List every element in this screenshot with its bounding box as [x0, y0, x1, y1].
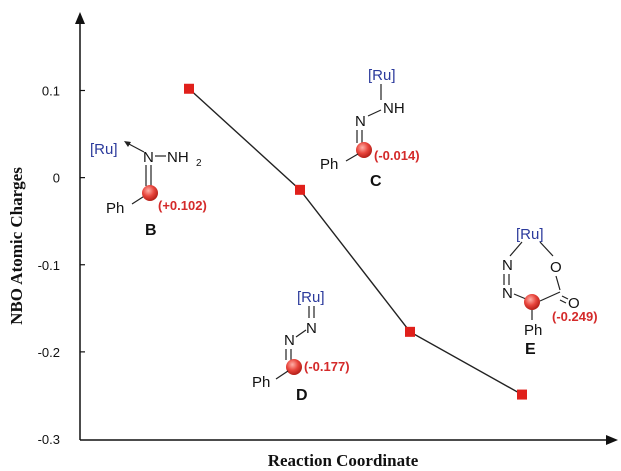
bond — [367, 109, 382, 117]
structure-b-subscript: 2 — [196, 158, 202, 169]
structure-b-ph: Ph — [106, 200, 124, 217]
y-axis-title: NBO Atomic Charges — [7, 167, 26, 325]
structure-e-n1: N — [502, 257, 513, 274]
structure-e-o1: O — [550, 259, 562, 276]
data-point-c — [295, 184, 305, 195]
structure-c-n: N — [355, 113, 366, 130]
bond — [539, 241, 554, 257]
structure-b-nh: NH — [167, 149, 189, 166]
y-tick-label: 0.1 — [42, 84, 60, 99]
highlighted-carbon — [286, 359, 302, 375]
highlighted-carbon — [142, 185, 158, 201]
y-tick-label: -0.2 — [38, 345, 60, 360]
structure-e-label: E — [525, 341, 536, 358]
bond — [126, 142, 145, 153]
bond — [345, 153, 359, 162]
structure-e-ph: Ph — [524, 322, 542, 339]
structure-d-n2: N — [306, 320, 317, 337]
data-point-b — [184, 83, 194, 94]
bond — [295, 329, 307, 338]
data-point-e — [517, 389, 527, 400]
bond — [539, 291, 561, 302]
bond — [509, 241, 523, 257]
structure-d-metal: [Ru] — [297, 289, 325, 306]
structure-d-ph: Ph — [252, 374, 270, 391]
highlighted-carbon — [356, 142, 372, 158]
structure-c-label: C — [370, 173, 382, 190]
bond — [513, 293, 527, 300]
highlighted-carbon — [524, 294, 540, 310]
structure-c-nh: NH — [383, 100, 405, 117]
bond — [559, 299, 567, 304]
structure-b-metal: [Ru] — [90, 141, 118, 158]
structure-b-charge: (+0.102) — [158, 198, 207, 213]
series-line — [188, 88, 523, 396]
structure-d: [Ru] N N Ph (-0.177) D — [252, 289, 350, 404]
structure-e-n2: N — [502, 285, 513, 302]
series-0 — [184, 83, 527, 400]
y-ticks: 0.1 0 -0.1 -0.2 -0.3 — [38, 84, 85, 447]
bond — [555, 275, 561, 291]
structure-e-metal: [Ru] — [516, 226, 544, 243]
y-tick-label: 0 — [53, 171, 60, 186]
structure-e-charge: (-0.249) — [552, 309, 598, 324]
x-axis-arrow — [606, 435, 618, 445]
structure-d-n1: N — [284, 332, 295, 349]
structure-c: [Ru] NH N Ph (-0.014) C — [320, 67, 420, 190]
structure-c-metal: [Ru] — [368, 67, 396, 84]
structure-e: [Ru] N N O O Ph (-0.249) E — [502, 226, 598, 358]
data-point-d — [405, 326, 415, 337]
structure-b-n1: N — [143, 149, 154, 166]
y-axis-arrow — [75, 12, 85, 24]
structure-d-charge: (-0.177) — [304, 359, 350, 374]
axes — [75, 12, 618, 445]
y-tick-label: -0.3 — [38, 432, 60, 447]
structure-c-charge: (-0.014) — [374, 148, 420, 163]
bond — [561, 295, 569, 300]
structure-b-label: B — [145, 222, 157, 239]
structure-b: [Ru] N NH 2 Ph (+0.102) B — [90, 141, 207, 239]
structure-e-o2: O — [568, 295, 580, 312]
bond — [275, 370, 289, 380]
coordination-arrow — [124, 141, 131, 147]
y-tick-label: -0.1 — [38, 258, 60, 273]
structure-c-ph: Ph — [320, 156, 338, 173]
structure-d-label: D — [296, 387, 308, 404]
x-axis-title: Reaction Coordinate — [268, 451, 419, 470]
